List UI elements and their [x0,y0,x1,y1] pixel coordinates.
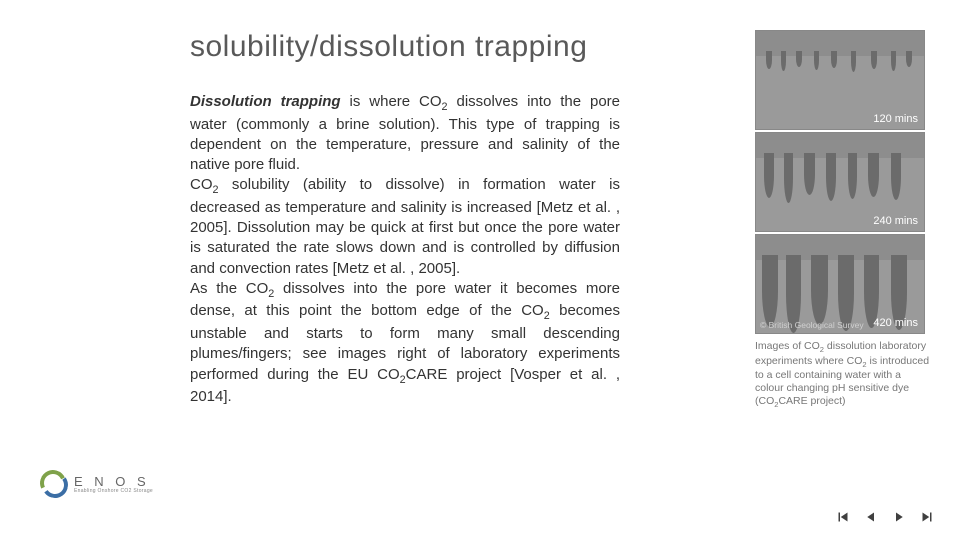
nav-next-button[interactable] [916,506,938,528]
experiment-image-1: 120 mins [755,30,925,130]
text-column: solubility/dissolution trapping Dissolut… [40,30,640,520]
play-icon [890,508,908,526]
image-time-label: 120 mins [873,113,918,125]
slide-nav [832,506,938,528]
lead-term: Dissolution trapping [190,93,341,110]
skip-forward-icon [918,508,936,526]
logo-text: E N O S [74,474,153,489]
image-time-label: 240 mins [873,215,918,227]
image-stack: 120 mins 240 mins 420 [755,30,930,334]
prev-icon [862,508,880,526]
image-caption: Images of CO2 dissolution laboratory exp… [755,340,930,410]
experiment-image-2: 240 mins [755,132,925,232]
experiment-image-3: 420 mins © British Geological Survey [755,234,925,334]
page-title: solubility/dissolution trapping [190,30,620,64]
image-column: 120 mins 240 mins 420 [755,30,930,520]
nav-play-button[interactable] [888,506,910,528]
skip-back-icon [834,508,852,526]
logo-subtitle: Enabling Onshore CO2 Storage [74,488,153,494]
image-time-label: 420 mins [873,317,918,329]
body-text: Dissolution trapping is where CO2 dissol… [190,92,620,407]
nav-first-button[interactable] [832,506,854,528]
nav-prev-button[interactable] [860,506,882,528]
slide-container: solubility/dissolution trapping Dissolut… [0,0,960,540]
logo: E N O S Enabling Onshore CO2 Storage [40,470,153,498]
logo-mark-icon [40,470,68,498]
image-credit: © British Geological Survey [760,320,864,330]
